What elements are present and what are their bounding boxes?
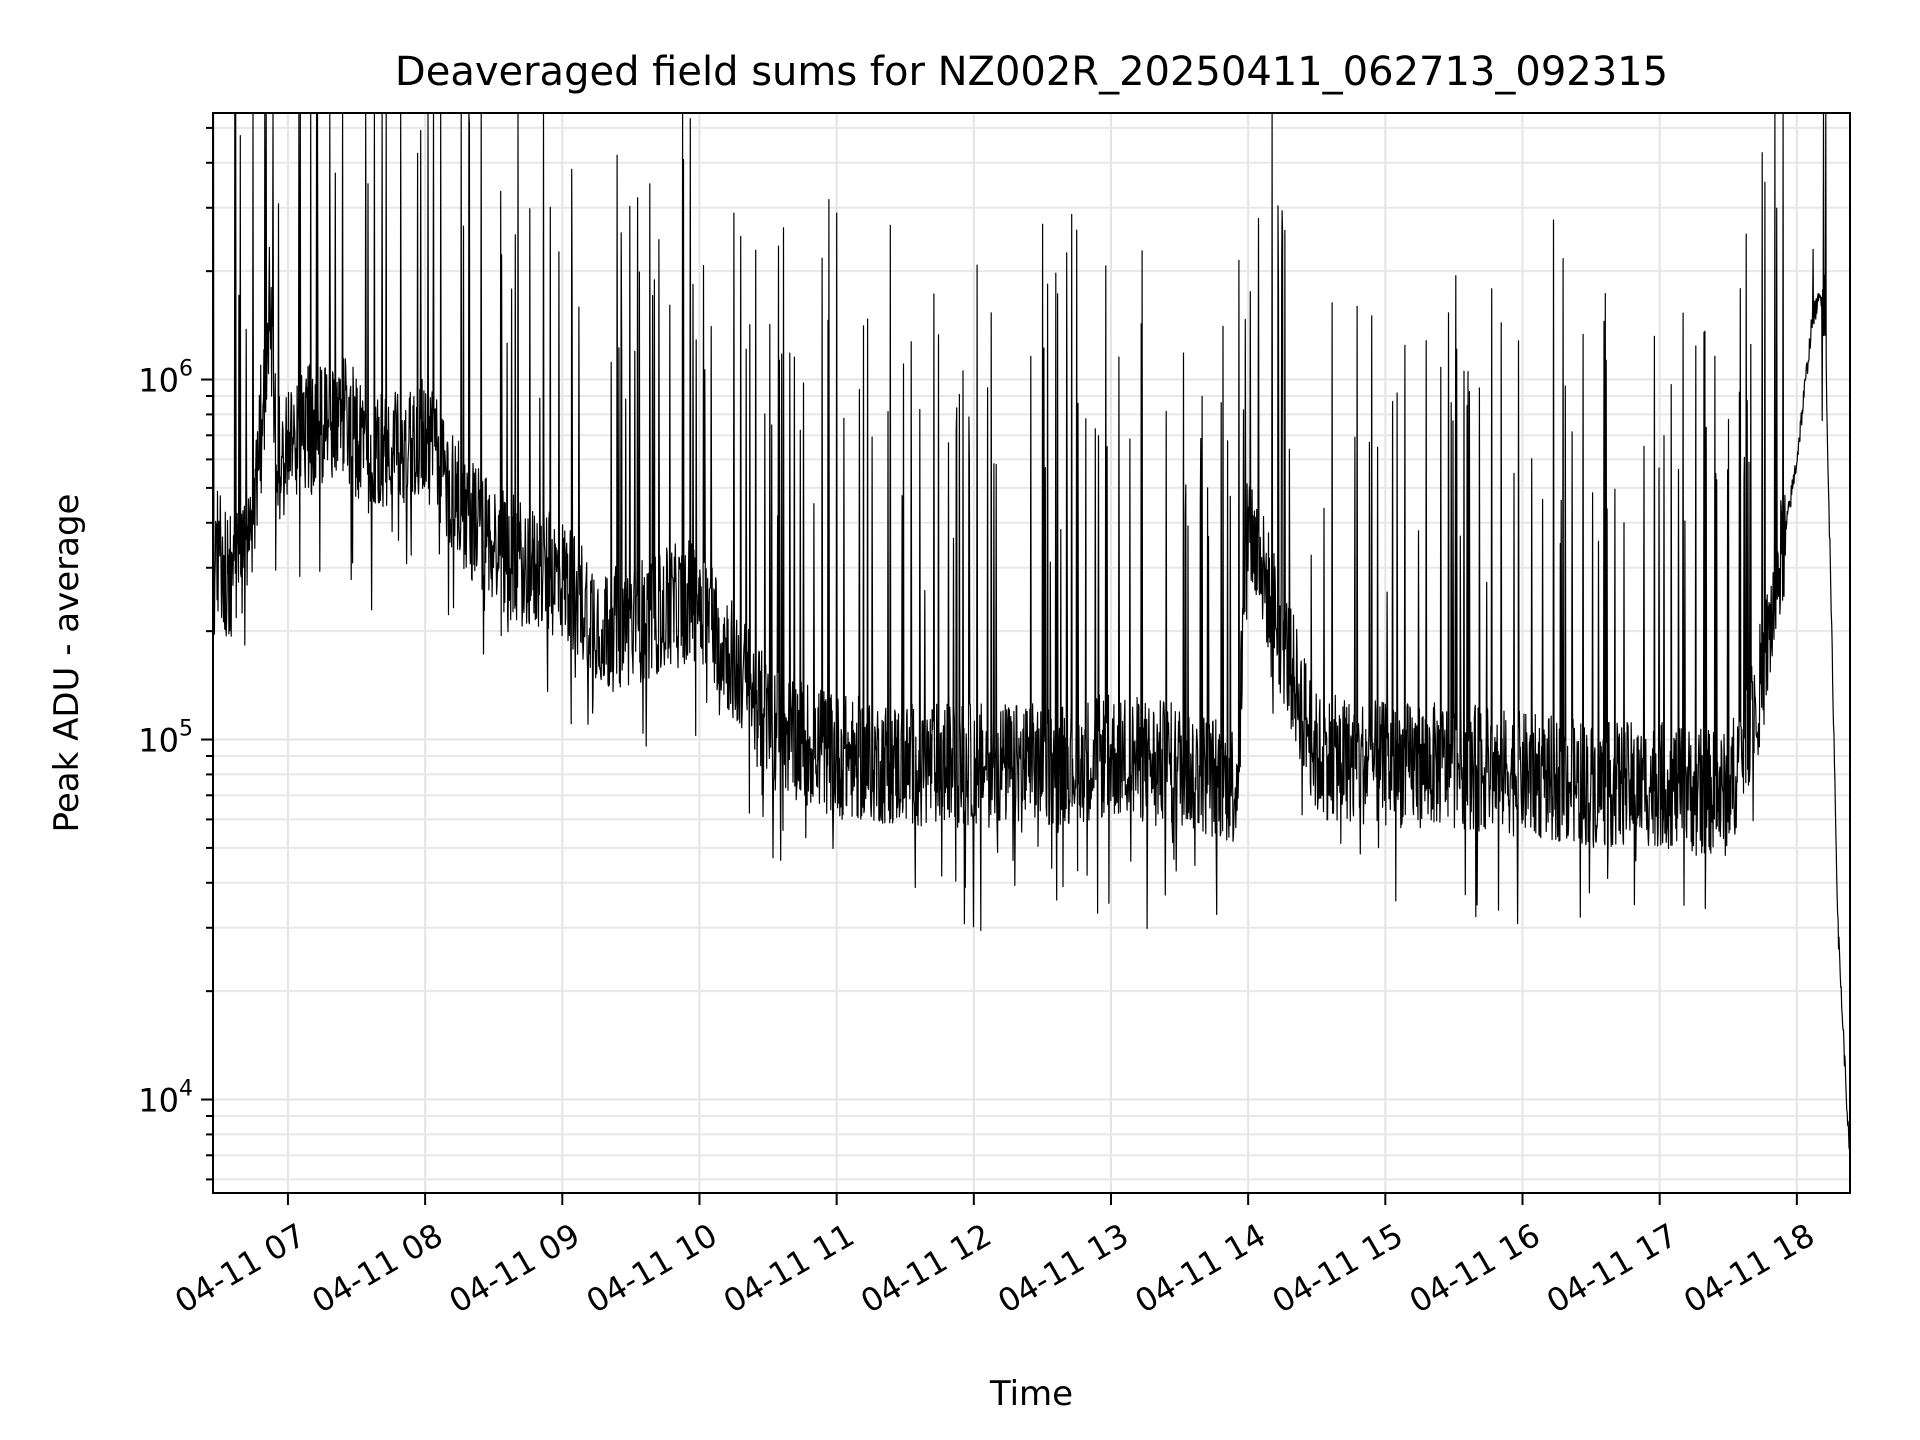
y-tick-exponent: 6 [179, 357, 193, 382]
plot-frame [212, 112, 1851, 1194]
y-tick-label: 104 [138, 1077, 193, 1120]
y-tick-base: 10 [138, 362, 179, 400]
y-axis-label: Peak ADU - average [47, 494, 87, 833]
y-tick-base: 10 [138, 1082, 179, 1120]
y-tick-exponent: 5 [179, 717, 193, 742]
y-tick-exponent: 4 [179, 1077, 193, 1102]
y-tick-label: 105 [138, 717, 193, 760]
x-axis-label: Time [989, 1374, 1073, 1414]
y-tick-base: 10 [138, 722, 179, 760]
series-line [213, 113, 1850, 1150]
series-layer [213, 113, 1850, 1150]
grid [213, 113, 1850, 1193]
chart-title: Deaveraged field sums for NZ002R_2025041… [395, 49, 1668, 95]
y-tick-label: 106 [138, 357, 193, 400]
